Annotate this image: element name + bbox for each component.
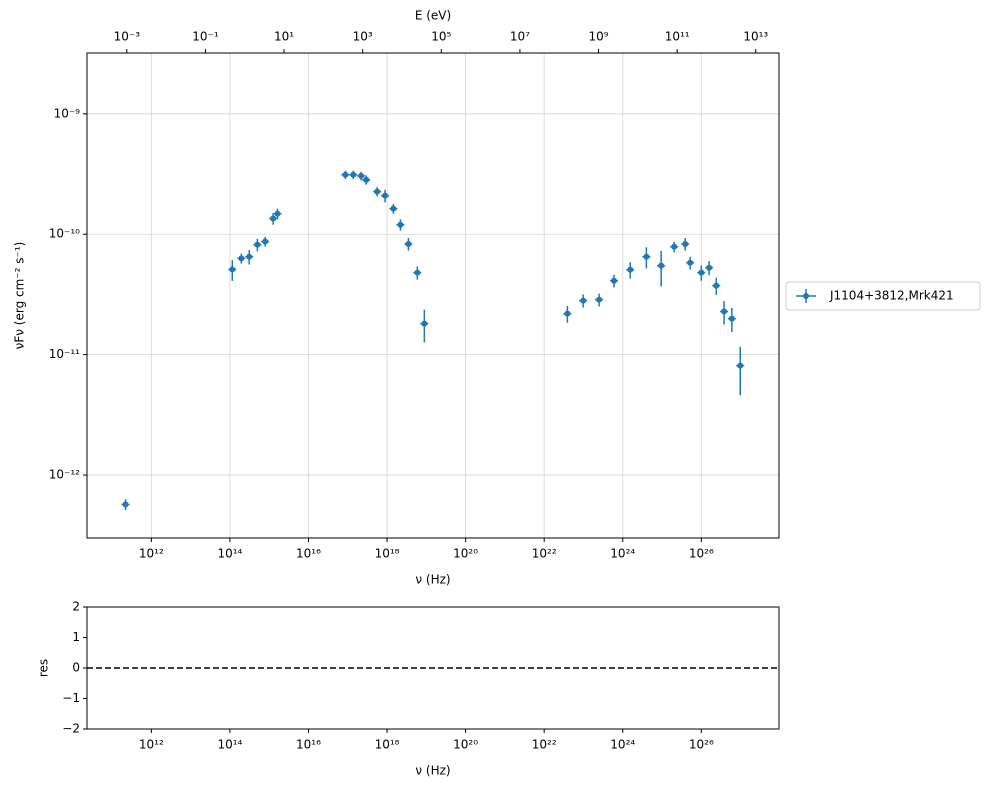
y-tick-label: −1 [62,691,80,705]
x-tick-label: 10¹² [139,738,164,752]
y-tick-label: 10⁻⁹ [54,106,81,120]
data-point [374,188,381,195]
y-tick-label: 10⁻¹² [49,468,80,482]
x-tick-label: 10²⁶ [689,738,714,752]
legend-label: J1104+3812,Mrk421 [829,289,954,303]
x2-axis-label: E (eV) [415,9,451,23]
data-point [706,264,713,271]
data-point [627,266,634,273]
x-tick-label: 10²⁴ [610,547,635,561]
axes-frame [86,52,780,539]
data-point [390,205,397,212]
x-tick-label: 10¹⁶ [296,738,321,752]
x2-tick-label: 10¹³ [743,30,768,44]
y-tick-label: 10⁻¹¹ [49,347,80,361]
x-axis-label: ν (Hz) [415,573,450,587]
data-point [564,310,571,317]
data-point [405,240,412,247]
x-tick-label: 10²⁶ [689,547,714,561]
x-tick-label: 10²² [532,547,557,561]
data-point [687,259,694,266]
data-point [229,266,236,273]
data-point [238,255,245,262]
data-point [421,320,428,327]
data-point [611,277,618,284]
x-tick-label: 10²⁰ [453,547,478,561]
x2-tick-label: 10¹¹ [665,30,690,44]
data-point [246,253,253,260]
y-tick-label: 2 [72,600,80,614]
y-tick-label: 0 [72,661,80,675]
x-tick-label: 10¹² [139,547,164,561]
x-tick-label: 10²⁰ [453,738,478,752]
data-point [414,269,421,276]
y-tick-label: −2 [62,722,80,736]
x2-tick-label: 10⁹ [588,30,608,44]
data-point [682,240,689,247]
x2-tick-label: 10⁷ [510,30,530,44]
y-axis-label: νFν (erg cm⁻² s⁻¹) [13,242,27,350]
data-point [363,176,370,183]
x2-tick-label: 10¹ [274,30,294,44]
x2-tick-label: 10³ [353,30,373,44]
x2-tick-label: 10⁻³ [114,30,141,44]
y-axis-label: res [37,659,51,677]
x-tick-label: 10¹⁸ [375,738,400,752]
data-point [122,501,129,508]
x-axis-label: ν (Hz) [415,764,450,778]
x-tick-label: 10²² [532,738,557,752]
x-tick-label: 10¹⁴ [217,547,242,561]
data-point [342,171,349,178]
data-point [254,241,261,248]
data-point [350,171,357,178]
data-point [397,221,404,228]
data-point [728,315,735,322]
data-point [721,308,728,315]
data-point [262,238,269,245]
x-tick-label: 10¹⁶ [296,547,321,561]
legend-marker [803,293,809,299]
y-tick-label: 1 [72,630,80,644]
data-point [382,192,389,199]
data-point [737,362,744,369]
data-point [698,269,705,276]
data-point [270,215,277,222]
data-point [713,282,720,289]
x-tick-label: 10¹⁴ [217,738,242,752]
y-tick-label: 10⁻¹⁰ [49,227,80,241]
data-point [274,210,281,217]
legend-box [785,281,981,311]
x-tick-label: 10¹⁸ [375,547,400,561]
x2-tick-label: 10⁵ [431,30,451,44]
x2-tick-label: 10⁻¹ [192,30,219,44]
data-point [658,262,665,269]
data-point [596,296,603,303]
data-point [580,297,587,304]
data-point [643,253,650,260]
data-point [358,172,365,179]
data-point [671,243,678,250]
x-tick-label: 10²⁴ [610,738,635,752]
